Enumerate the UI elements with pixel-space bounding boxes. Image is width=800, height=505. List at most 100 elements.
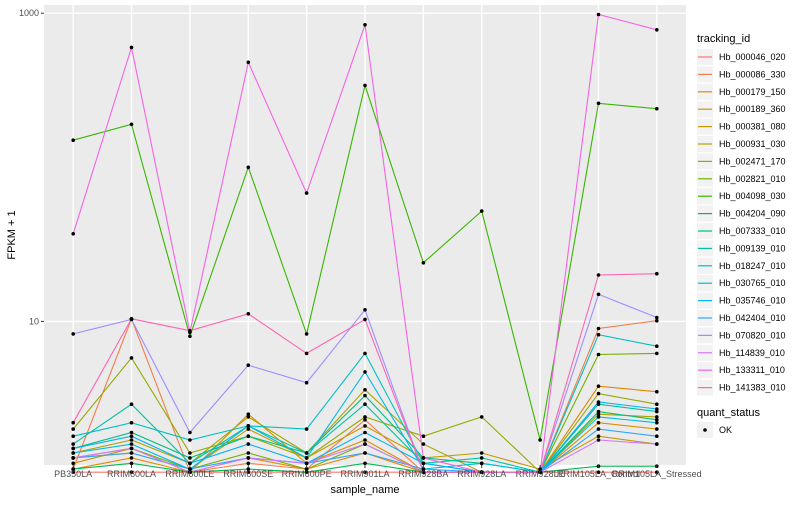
legend-label: Hb_133311_010 [719,365,785,375]
data-point [596,420,601,425]
data-point [655,271,659,276]
data-point [421,456,426,460]
data-point [538,470,542,475]
legend-label: Hb_000931_030 [719,139,786,149]
legend-label: Hb_004204_090 [719,209,786,219]
data-point [363,83,367,88]
data-point [188,461,192,466]
legend-label: Hb_070820_010 [719,330,786,340]
data-point [71,461,75,466]
data-point [129,470,134,475]
axes: 10 1000 PB350LA RRIM600LA RRIM600LE RRIM600SE… [19,8,702,479]
data-point [363,470,367,475]
data-point [363,451,367,455]
x-tick-label: RRIM105LA_Control [557,469,640,479]
data-point [363,370,367,374]
data-point [596,470,601,475]
data-point [363,442,367,446]
data-point [596,12,601,17]
data-point [246,470,251,475]
data-point [363,415,367,419]
data-point [188,334,192,339]
data-point [596,352,601,357]
data-point [129,442,134,446]
x-tick-label: RRIM901LA [340,469,389,479]
data-point [304,470,309,475]
data-point [304,380,309,385]
data-point [421,442,426,446]
data-point [655,402,659,407]
data-point [421,470,426,475]
legend-point-key [703,428,707,432]
data-point [246,363,251,368]
data-point [363,393,367,398]
data-point [129,430,134,435]
data-point [129,434,134,439]
legend-label: Hb_004098_030 [719,191,786,201]
data-point [71,332,75,336]
x-tick-label: RRIM600LE [165,469,214,479]
data-point [596,326,601,331]
data-point [246,412,251,417]
data-point [479,461,484,466]
legend-label: Hb_000381_080 [719,122,786,132]
data-point [304,451,309,455]
data-point [129,356,134,360]
data-point [596,332,601,337]
legend-quant-status-title: quant_status [697,407,760,419]
data-point [188,467,192,471]
legend-label: Hb_141383_010 [719,383,786,393]
legend-label: Hb_042404_010 [719,313,786,323]
data-point [188,328,192,333]
data-point [655,420,659,425]
data-point [538,467,542,471]
data-point [363,351,367,356]
data-point [188,438,192,442]
data-point [363,430,367,435]
data-point [596,101,601,106]
data-point [129,446,134,451]
data-point [71,138,75,142]
data-point [363,424,367,428]
data-point [129,317,134,321]
data-point [479,209,484,213]
data-point [596,384,601,389]
data-point [304,461,309,466]
data-point [246,456,251,460]
data-point [596,391,601,396]
data-point [246,415,251,419]
data-point [71,427,75,431]
data-point [246,427,251,431]
data-point [188,470,192,475]
data-point [304,467,309,471]
data-point [71,420,75,425]
data-point [596,412,601,417]
data-point [655,434,659,439]
data-point [655,409,659,414]
data-point [655,470,659,475]
data-point [129,122,134,127]
legend-quant-status-label: OK [719,425,732,435]
data-point [596,415,601,419]
data-point [246,467,251,471]
data-point [71,434,75,439]
data-point [363,308,367,312]
data-point [596,434,601,439]
data-point [363,388,367,392]
data-point [246,312,251,316]
data-point [655,427,659,431]
data-point [655,415,659,419]
data-point [129,451,134,455]
legend-label: Hb_018247_010 [719,261,786,271]
data-points [71,12,659,475]
data-point [655,344,659,349]
data-point [363,418,367,422]
data-point [129,402,134,407]
legend-label: Hb_002821_010 [719,174,786,184]
data-point [655,442,659,446]
data-point [655,407,659,411]
data-point [655,389,659,394]
x-tick-label: RRIM928LE [516,469,565,479]
data-point [538,438,542,442]
legend-label: Hb_000189_360 [719,104,786,114]
